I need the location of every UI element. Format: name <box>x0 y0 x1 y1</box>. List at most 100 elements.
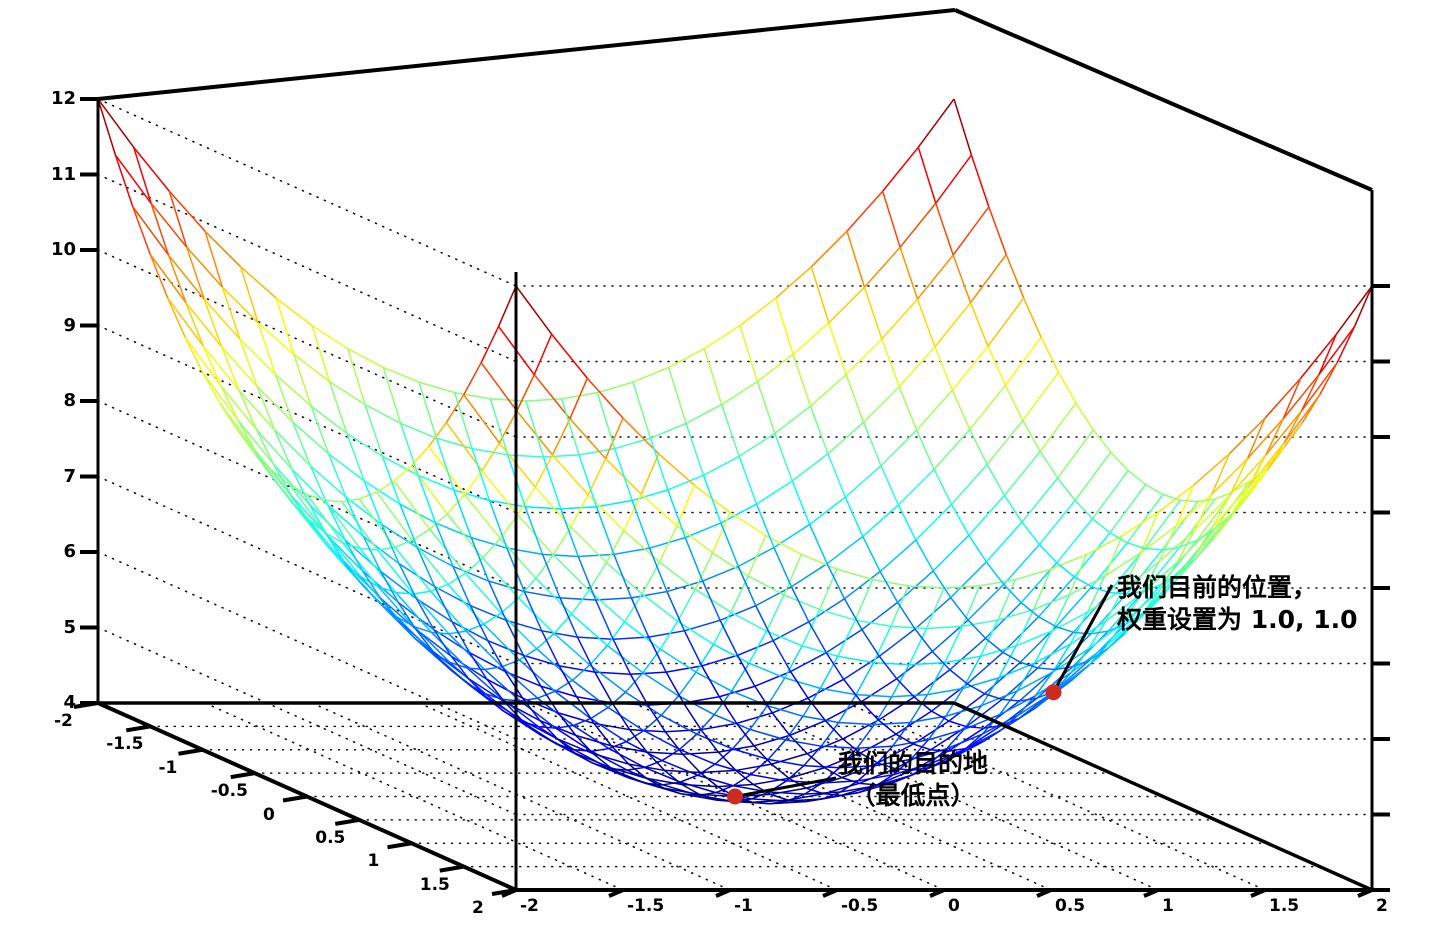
wireframe-segment-u <box>418 381 455 394</box>
wireframe-segment-v <box>695 643 715 673</box>
wireframe-segment-v <box>628 763 647 779</box>
wireframe-segment-v <box>452 566 472 606</box>
wireframe-segment-u <box>484 668 521 702</box>
wireframe-segment-v <box>220 385 239 421</box>
wireframe-segment-v <box>467 667 485 671</box>
wireframe-segment-u <box>1054 633 1092 671</box>
marker-current-position[interactable] <box>1045 684 1062 701</box>
wireframe-segment-v <box>275 298 295 355</box>
wireframe-segment-v <box>1196 528 1215 541</box>
wireframe-segment-u <box>932 534 970 572</box>
wireframe-segment-v <box>324 499 342 503</box>
wireframe-segment-v <box>399 503 419 548</box>
wireframe-segment-v <box>969 429 988 465</box>
wireframe-segment-v <box>732 774 752 787</box>
wireframe-segment-v <box>1052 643 1071 673</box>
wireframe-segment-v <box>898 386 918 431</box>
wireframe-segment-v <box>552 526 572 556</box>
wireframe-segment-v <box>380 571 399 603</box>
wireframe-segment-v <box>577 556 597 601</box>
wireframe-segment-v <box>822 791 841 800</box>
wireframe-segment-v <box>945 728 965 750</box>
wireframe-segment-v <box>470 537 490 582</box>
wireframe-segment-v <box>872 626 892 663</box>
wireframe-segment-v <box>150 203 170 256</box>
wireframe-segment-v <box>239 266 259 324</box>
wireframe-segment-v <box>185 302 205 347</box>
wireframe-segment-v <box>557 712 577 736</box>
wireframe-segment-u <box>292 421 330 455</box>
wireframe-segment-v <box>324 532 344 544</box>
wireframe-segment-u <box>1229 454 1267 496</box>
wireframe-segment-v <box>463 362 482 396</box>
wireframe-segment-v <box>396 619 416 639</box>
wireframe-surface <box>97 98 1373 805</box>
wireframe-segment-u <box>257 322 295 355</box>
wireframe-segment-v <box>878 719 897 735</box>
wireframe-segment-u <box>824 752 861 769</box>
wireframe-segment-v <box>1229 458 1249 496</box>
marker-global-minimum[interactable] <box>727 788 743 805</box>
wireframe-segment-v <box>773 547 793 588</box>
wireframe-segment-u <box>950 561 987 599</box>
wireframe-segment-u <box>987 297 1025 347</box>
wireframe-segment-u <box>220 384 258 430</box>
wireframe-segment-v <box>714 748 733 765</box>
wireframe-segment-u <box>928 728 965 741</box>
wireframe-segment-u <box>927 687 964 696</box>
wireframe-segment-u <box>1107 590 1145 632</box>
wireframe-segment-v <box>614 448 633 501</box>
wireframe-segment-v <box>774 433 793 482</box>
wireframe-segment-v <box>517 486 536 516</box>
wireframe-segment-u <box>1282 374 1320 420</box>
x-axis-tick <box>125 724 151 733</box>
wireframe-segment-v <box>483 612 502 625</box>
wireframe-segment-u <box>913 669 951 698</box>
wireframe-segment-u <box>882 146 919 192</box>
wireframe-segment-u <box>1004 336 1042 386</box>
wireframe-segment-v <box>346 433 365 482</box>
wireframe-segment-u <box>767 705 804 717</box>
left-wall-gridline-z <box>97 249 517 438</box>
wireframe-segment-v <box>1087 620 1107 650</box>
wireframe-segment-u <box>986 420 1024 466</box>
wireframe-segment-u <box>839 764 876 769</box>
y-axis-tick <box>1143 888 1159 898</box>
wireframe-segment-v <box>896 678 915 698</box>
wireframe-segment-u <box>803 764 840 769</box>
wireframe-segment-u <box>150 202 188 248</box>
wireframe-segment-u <box>482 557 520 599</box>
wireframe-segment-u <box>570 526 607 564</box>
wireframe-segment-u <box>416 546 454 568</box>
wireframe-segment-v <box>1159 562 1178 591</box>
annotation-current-position-line1: 我们目前的位置， <box>1117 573 1318 602</box>
wireframe-segment-v <box>700 729 720 753</box>
wireframe-segment-v <box>659 620 679 650</box>
wireframe-segment-v <box>487 580 507 621</box>
wireframe-segment-u <box>470 604 507 622</box>
wireframe-segment-v <box>504 671 524 699</box>
wireframe-segment-v <box>525 400 545 458</box>
wireframe-segment-v <box>783 554 803 596</box>
wireframe-segment-u <box>944 655 981 664</box>
wireframe-segment-v <box>985 637 1004 653</box>
wireframe-segment-v <box>909 694 929 723</box>
wireframe-segment-v <box>1265 418 1284 456</box>
wireframe-segment-u <box>1104 552 1141 577</box>
wireframe-segment-v <box>953 98 973 156</box>
wireframe-segment-u <box>569 418 607 460</box>
wireframe-segment-v <box>238 389 258 430</box>
wireframe-segment-u <box>551 454 589 496</box>
wireframe-segment-v <box>1125 612 1144 625</box>
wireframe-segment-v <box>588 562 608 591</box>
wireframe-segment-u <box>310 405 348 434</box>
wireframe-segment-u <box>872 578 909 587</box>
wireframe-segment-u <box>825 628 863 654</box>
wireframe-segment-u <box>1144 499 1182 549</box>
y-tick-label: 1.5 <box>1269 896 1300 916</box>
wireframe-segment-v <box>1040 336 1060 373</box>
wireframe-segment-v <box>858 785 877 794</box>
wireframe-segment-v <box>988 206 1007 255</box>
wireframe-segment-v <box>738 456 758 505</box>
